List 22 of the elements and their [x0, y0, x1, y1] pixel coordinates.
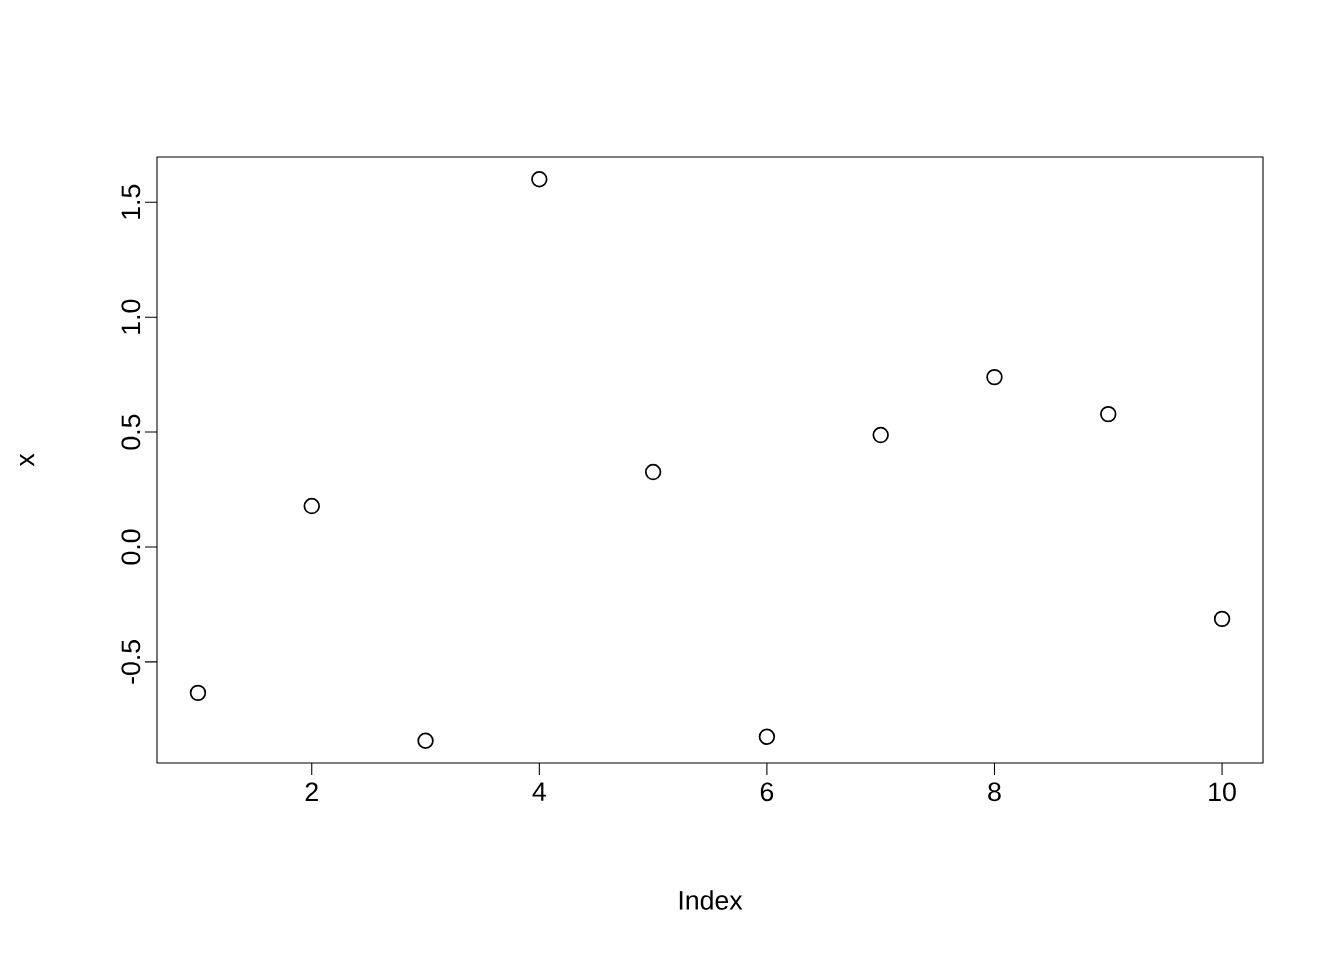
x-tick-label: 2 — [305, 782, 318, 801]
point — [872, 426, 889, 444]
point — [1213, 610, 1231, 628]
y-tick-label: 1.0 — [121, 299, 141, 334]
x-tick-label: 4 — [532, 782, 546, 801]
y-tick-label: -0.5 — [121, 640, 141, 684]
x-tick-label: 10 — [1209, 782, 1236, 802]
x-tick-label: 8 — [988, 782, 1001, 802]
y-tick-label: 0.5 — [121, 414, 141, 450]
point — [986, 368, 1003, 386]
y-tick-label: 0.0 — [121, 529, 141, 565]
point — [758, 728, 776, 745]
point — [1100, 405, 1117, 423]
point — [303, 497, 320, 515]
x-tick-label: 6 — [760, 782, 774, 802]
point — [417, 732, 434, 749]
point — [644, 463, 662, 481]
y-axis-title: x — [20, 453, 35, 467]
y-tick-label: 1.5 — [121, 184, 141, 219]
point — [531, 171, 548, 188]
x-axis-title: Index — [679, 890, 743, 910]
point — [189, 684, 207, 702]
